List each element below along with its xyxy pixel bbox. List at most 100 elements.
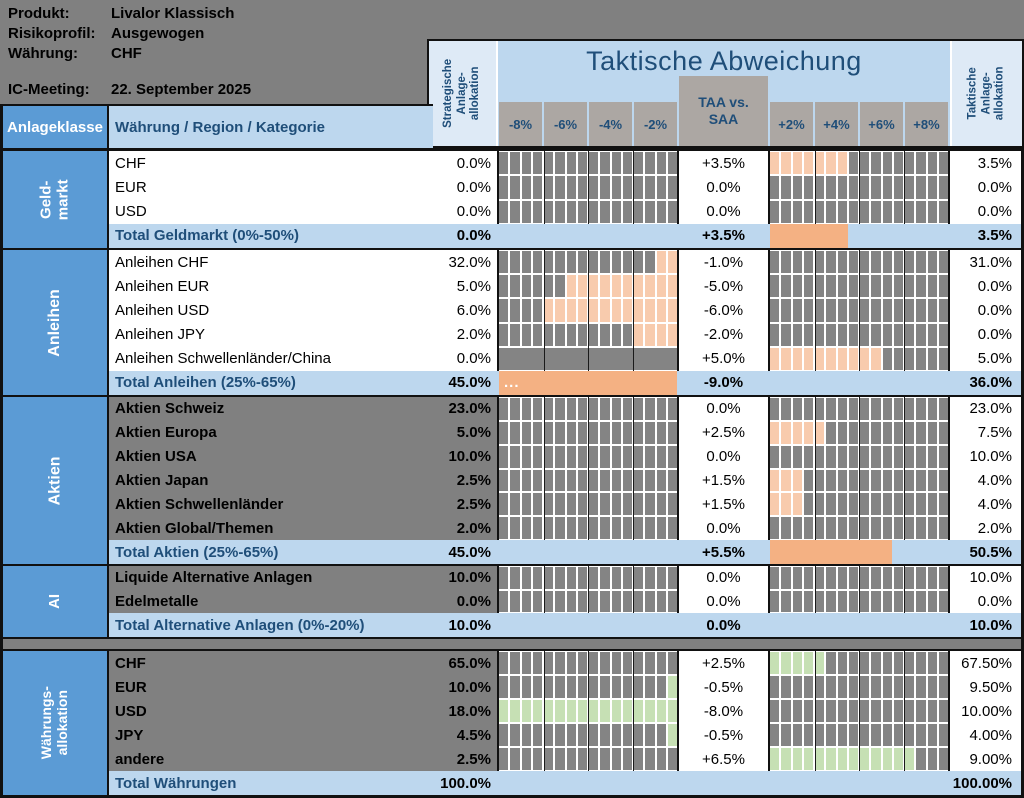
track-segment xyxy=(589,176,599,199)
taa-value: +1.5% xyxy=(677,468,770,493)
track-segment xyxy=(645,567,655,589)
track-segment xyxy=(634,200,644,223)
track-segment xyxy=(510,748,520,770)
taa-vs-saa-line: TAA vs. xyxy=(698,94,749,110)
track-segment xyxy=(577,700,587,722)
track-segment xyxy=(770,724,780,746)
track-segment xyxy=(634,275,644,298)
track-segment xyxy=(521,152,531,175)
track-segment xyxy=(826,590,836,613)
track-segment xyxy=(645,398,655,420)
taa-value: -0.5% xyxy=(677,675,770,699)
scale-gridline xyxy=(543,566,545,590)
saa-value: 2.5% xyxy=(430,492,497,517)
track-segment xyxy=(882,445,892,468)
saa-value: 65.0% xyxy=(430,651,497,675)
track-segment xyxy=(927,724,937,746)
scale-gridline xyxy=(543,397,545,421)
scale-gridline xyxy=(859,298,860,323)
row-label: Edelmetalle xyxy=(109,589,430,614)
track-segment xyxy=(927,445,937,468)
track-segment xyxy=(803,421,813,444)
deviation-track-neg xyxy=(497,151,677,176)
track-segment xyxy=(532,398,542,420)
track-segment xyxy=(521,590,531,613)
taa-value: -0.5% xyxy=(677,723,770,747)
track-segment xyxy=(566,251,576,274)
ic-meeting-row: IC-Meeting: 22. September 2025 xyxy=(8,80,251,100)
track-segment xyxy=(499,493,509,516)
track-segment xyxy=(938,724,948,746)
track-segment xyxy=(555,724,565,746)
track-segment xyxy=(589,469,599,492)
track-segment xyxy=(611,724,621,746)
deviation-track-pos xyxy=(770,675,950,699)
track-segments xyxy=(770,567,948,589)
scale-gridline xyxy=(588,322,589,347)
track-segment xyxy=(667,251,677,274)
track-segment xyxy=(611,251,621,274)
track-segment xyxy=(589,251,599,274)
track-segment xyxy=(770,517,780,540)
track-segment xyxy=(577,652,587,674)
track-segment xyxy=(781,445,791,468)
deviation-track-pos xyxy=(770,651,950,675)
track-segment xyxy=(589,567,599,589)
scale-gridline xyxy=(588,566,589,590)
track-segment xyxy=(770,700,780,722)
track-segment xyxy=(781,200,791,223)
track-segment xyxy=(566,421,576,444)
track-segment xyxy=(938,347,948,370)
group-label-line: Währungs- xyxy=(38,686,55,760)
track-segment xyxy=(792,251,802,274)
track-segment xyxy=(532,469,542,492)
track-segment xyxy=(600,567,610,589)
track-segment xyxy=(577,299,587,322)
table-row: Aktien USA 10.0% 0.0% 10.0% xyxy=(109,444,1021,469)
track-segments xyxy=(770,676,948,698)
total-row: Total Geldmarkt (0%-50%) 0.0% +3.5% 3.5% xyxy=(109,223,1021,248)
risikoprofil-value: Ausgewogen xyxy=(111,25,205,42)
track-segment xyxy=(645,676,655,698)
scale-gridline xyxy=(814,151,816,176)
track-segment xyxy=(916,590,926,613)
track-segment xyxy=(860,700,870,722)
track-segment xyxy=(544,652,554,674)
track-segment xyxy=(634,700,644,722)
bar-overflow-ellipsis: ... xyxy=(504,374,520,392)
track-segment xyxy=(792,275,802,298)
track-segment xyxy=(589,152,599,175)
saa-value: 32.0% xyxy=(430,250,497,275)
track-segment xyxy=(555,152,565,175)
track-segment xyxy=(803,676,813,698)
taa-value: +2.5% xyxy=(677,420,770,445)
section: Geld-markt CHF 0.0% +3.5% 3.5% EUR 0.0% 0.0% 0.0… xyxy=(3,151,1021,250)
row-label: Aktien Japan xyxy=(109,468,430,493)
track-segment xyxy=(656,748,666,770)
scale-gridline xyxy=(859,420,860,445)
scale-gridline xyxy=(543,274,545,299)
track-segment xyxy=(815,398,825,420)
scale-gridline xyxy=(588,589,589,614)
track-segment xyxy=(860,152,870,175)
track-segment xyxy=(622,590,632,613)
track-segment xyxy=(634,652,644,674)
track-segment xyxy=(871,445,881,468)
track-segment xyxy=(815,445,825,468)
risikoprofil-label: Risikoprofil: xyxy=(8,25,96,42)
section: Aktien Aktien Schweiz 23.0% 0.0% 23.0% Aktien… xyxy=(3,397,1021,566)
track-segment xyxy=(905,421,915,444)
track-segment xyxy=(499,200,509,223)
scale-gridline xyxy=(632,747,634,771)
track-segment xyxy=(837,590,847,613)
track-segment xyxy=(532,700,542,722)
takt-value: 3.5% xyxy=(950,223,1021,248)
track-segment xyxy=(600,445,610,468)
track-segment xyxy=(792,299,802,322)
scale-gridline xyxy=(903,151,905,176)
track-segment xyxy=(622,251,632,274)
table-row: Liquide Alternative Anlagen 10.0% 0.0% 10.0… xyxy=(109,566,1021,590)
track-segment xyxy=(882,398,892,420)
scale-gridline xyxy=(543,199,545,224)
track-segment xyxy=(589,323,599,346)
